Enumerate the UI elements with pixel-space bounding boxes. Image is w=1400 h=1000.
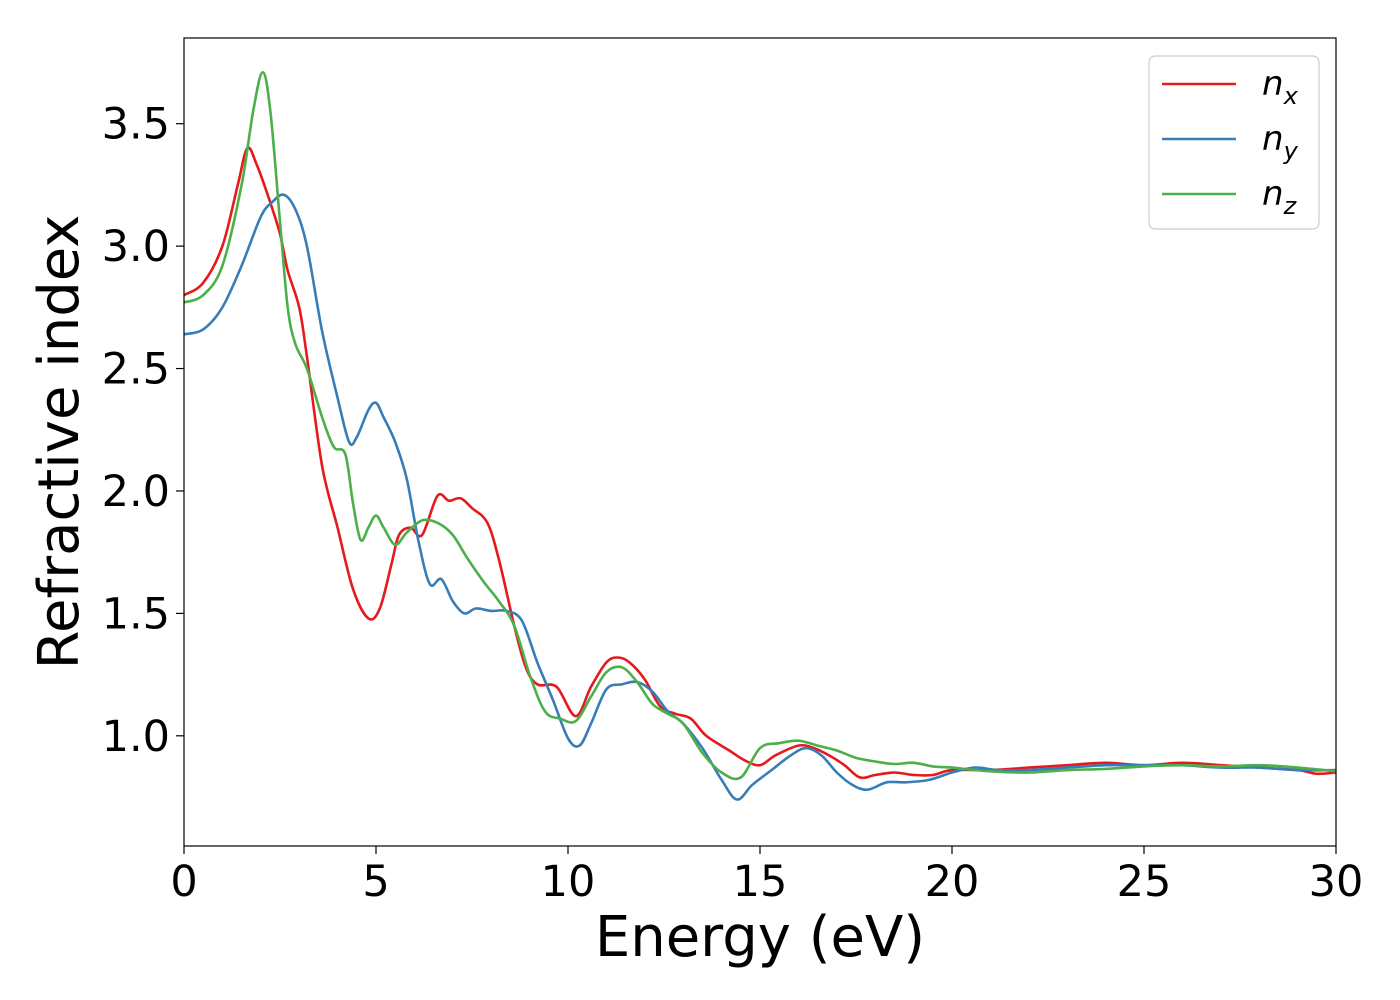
legend: nx ny nz (1148, 55, 1320, 230)
series-line-z (183, 71, 1337, 781)
x-tick-label: 25 (1117, 857, 1172, 907)
y-axis: 1.0 1.5 2.0 2.5 3.0 3.5 (102, 100, 184, 762)
legend-label-z: nz (1262, 174, 1298, 220)
y-tick-label: 2.0 (102, 467, 170, 517)
x-tick-label: 30 (1309, 857, 1364, 907)
y-tick-label: 3.0 (102, 222, 170, 272)
legend-label-y: ny (1262, 119, 1299, 165)
x-axis: 0 5 10 15 20 25 30 (170, 846, 1363, 907)
x-tick-label: 5 (362, 857, 389, 907)
x-tick-label: 0 (170, 857, 197, 907)
legend-label-x: nx (1262, 64, 1299, 110)
y-tick-label: 1.0 (102, 712, 170, 762)
x-tick-label: 10 (541, 857, 596, 907)
x-tick-label: 15 (733, 857, 788, 907)
legend-box (1148, 55, 1320, 230)
y-axis-title: Refractive index (27, 215, 92, 670)
y-tick-label: 2.5 (102, 345, 170, 395)
x-axis-title: Energy (eV) (595, 905, 925, 970)
series-layer (183, 71, 1337, 801)
x-tick-label: 20 (925, 857, 980, 907)
y-tick-label: 3.5 (102, 100, 170, 150)
y-tick-label: 1.5 (102, 589, 170, 639)
